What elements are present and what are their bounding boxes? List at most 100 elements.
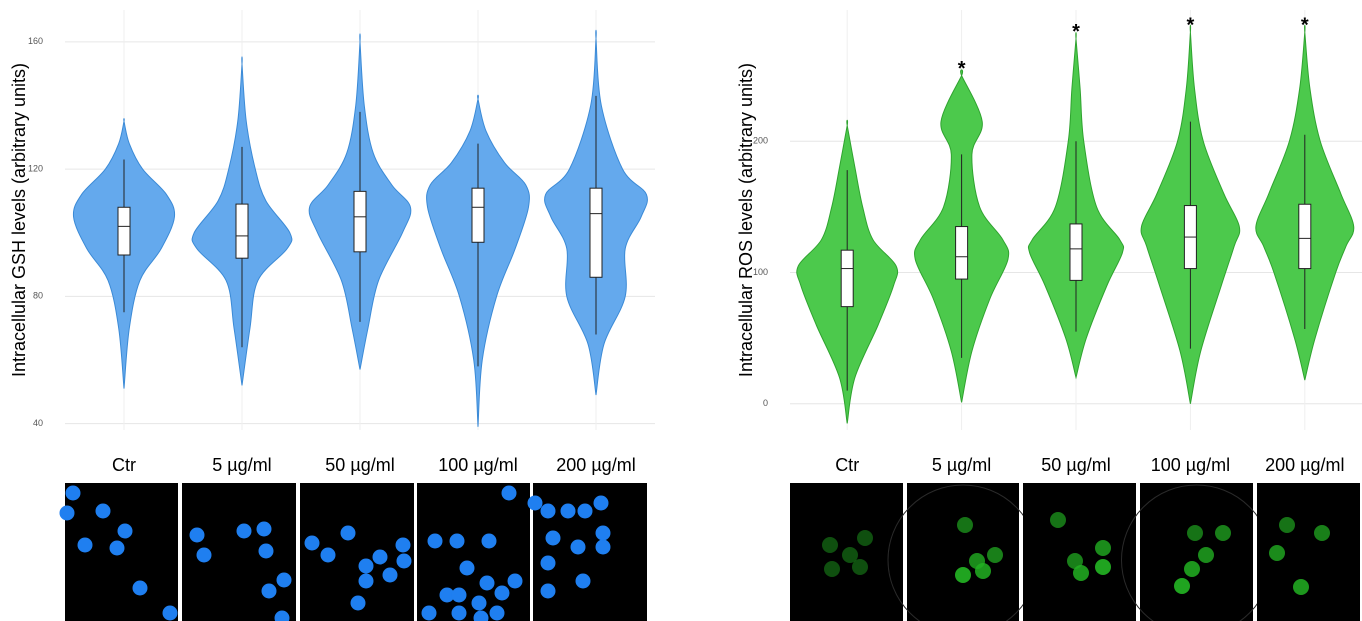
- figure: 40 80 120 160 Intracellular GSH levels (arbi…: [0, 0, 1362, 621]
- cell: [78, 538, 93, 553]
- box: [1299, 204, 1311, 268]
- significance-mark: *: [958, 58, 966, 80]
- cell: [1314, 525, 1330, 541]
- box: [236, 204, 248, 258]
- cell: [571, 540, 586, 555]
- box: [590, 188, 602, 277]
- x-tick-label: 5 µg/ml: [932, 455, 991, 475]
- cell: [472, 596, 487, 611]
- cell: [576, 574, 591, 589]
- cell: [561, 504, 576, 519]
- cell: [1187, 525, 1203, 541]
- cell: [396, 538, 411, 553]
- x-tick-label: 100 µg/ml: [438, 455, 517, 475]
- cell: [502, 486, 517, 501]
- x-tick-label: Ctr: [112, 455, 136, 475]
- cell: [824, 561, 840, 577]
- cell: [60, 506, 75, 521]
- cell: [66, 486, 81, 501]
- cell: [596, 526, 611, 541]
- cell: [541, 584, 556, 599]
- cell: [541, 556, 556, 571]
- cell: [1198, 547, 1214, 563]
- cell: [541, 504, 556, 519]
- cell: [428, 534, 443, 549]
- cell: [359, 559, 374, 574]
- cell: [987, 547, 1003, 563]
- cell: [495, 586, 510, 601]
- cell: [373, 550, 388, 565]
- y-tick-label: 160: [28, 36, 43, 46]
- cell: [197, 548, 212, 563]
- cell: [975, 563, 991, 579]
- cell: [460, 561, 475, 576]
- cell: [305, 536, 320, 551]
- micrograph: [1023, 483, 1136, 621]
- cell: [321, 548, 336, 563]
- cell: [96, 504, 111, 519]
- cell: [118, 524, 133, 539]
- cell: [480, 576, 495, 591]
- micrograph: [533, 483, 647, 621]
- cell: [857, 530, 873, 546]
- x-tick-label: 5 µg/ml: [212, 455, 271, 475]
- cell: [1269, 545, 1285, 561]
- x-tick-label: 50 µg/ml: [325, 455, 394, 475]
- cell: [1050, 512, 1066, 528]
- cell: [341, 526, 356, 541]
- box: [354, 191, 366, 251]
- cell: [1174, 578, 1190, 594]
- cell: [1095, 559, 1111, 575]
- micrograph: [1140, 483, 1253, 621]
- cell: [490, 606, 505, 621]
- cell: [359, 574, 374, 589]
- cell: [397, 554, 412, 569]
- y-tick-label: 120: [28, 163, 43, 173]
- box: [956, 227, 968, 280]
- cell: [594, 496, 609, 511]
- box: [1070, 224, 1082, 280]
- cell: [277, 573, 292, 588]
- cell: [110, 541, 125, 556]
- cell: [452, 606, 467, 621]
- significance-mark: *: [1301, 15, 1309, 37]
- cell: [262, 584, 277, 599]
- x-tick-label: 100 µg/ml: [1151, 455, 1230, 475]
- cell: [237, 524, 252, 539]
- cell: [133, 581, 148, 596]
- cell: [546, 531, 561, 546]
- y-axis-label: Intracellular ROS levels (arbitrary unit…: [736, 63, 756, 377]
- significance-mark: *: [1187, 15, 1195, 37]
- x-tick-label: 200 µg/ml: [1265, 455, 1344, 475]
- cell: [1215, 525, 1231, 541]
- cell: [257, 522, 272, 537]
- cell: [259, 544, 274, 559]
- cell: [450, 534, 465, 549]
- x-tick-label: 200 µg/ml: [556, 455, 635, 475]
- cell: [822, 537, 838, 553]
- cell: [163, 606, 178, 621]
- cell: [578, 504, 593, 519]
- cell: [351, 596, 366, 611]
- box: [841, 250, 853, 306]
- cell: [190, 528, 205, 543]
- x-tick-label: Ctr: [835, 455, 859, 475]
- cell: [957, 517, 973, 533]
- box: [118, 207, 130, 255]
- significance-mark: *: [1072, 21, 1080, 43]
- cell: [482, 534, 497, 549]
- cell: [596, 540, 611, 555]
- cell: [452, 588, 467, 603]
- cell: [528, 496, 543, 511]
- y-tick-label: 0: [763, 398, 768, 408]
- cell: [508, 574, 523, 589]
- cell: [1095, 540, 1111, 556]
- y-axis-label: Intracellular GSH levels (arbitrary unit…: [9, 63, 29, 377]
- cell: [955, 567, 971, 583]
- cell: [1279, 517, 1295, 533]
- cell: [1184, 561, 1200, 577]
- cell: [1073, 565, 1089, 581]
- x-tick-label: 50 µg/ml: [1041, 455, 1110, 475]
- y-tick-label: 80: [33, 291, 43, 301]
- y-tick-label: 40: [33, 418, 43, 428]
